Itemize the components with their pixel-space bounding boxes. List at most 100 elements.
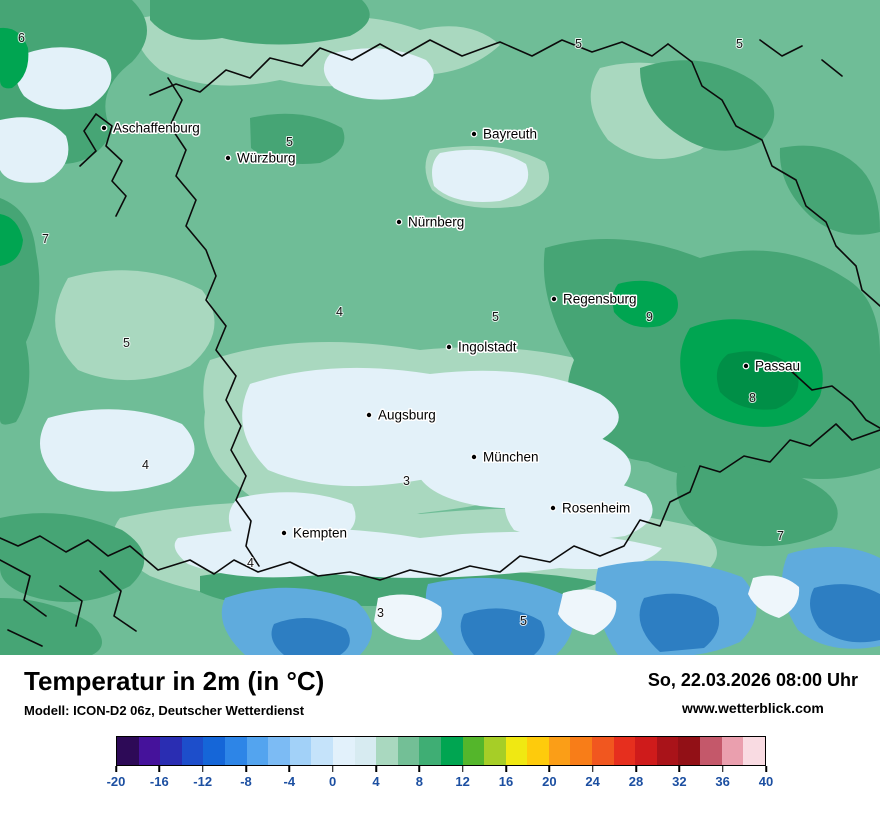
legend-segment (656, 736, 679, 765)
legend-segment (181, 736, 204, 765)
temp-value-label: 5 (123, 336, 130, 350)
city-label: Würzburg (237, 151, 296, 166)
city-dot (224, 154, 232, 162)
legend-segment (397, 736, 420, 765)
legend-tick-label: -16 (149, 773, 169, 789)
legend-tick-label: 20 (542, 773, 557, 789)
city-dot (100, 124, 108, 132)
temp-value-label: 5 (520, 614, 527, 628)
city-dot (280, 529, 288, 537)
city-marker-layer: Aschaffenburg Würzburg Bayreuth Nürnberg Reg… (100, 119, 802, 542)
legend-tick (548, 765, 551, 772)
legend-tick (418, 765, 421, 772)
legend-tick-label: 12 (455, 773, 470, 789)
legend-segment (527, 736, 549, 765)
city-marker: Bayreuth (470, 125, 539, 143)
city-dot (470, 130, 478, 138)
legend-labels: -20 -16 -12 -8 -4 0 4 8 12 16 20 24 28 32 36 40 (107, 773, 774, 790)
temp-value-label: 5 (286, 135, 293, 149)
forecast-datetime: So, 22.03.2026 08:00 Uhr (647, 670, 858, 690)
legend-segment (160, 736, 182, 765)
legend-tick (678, 765, 681, 772)
legend-segment (484, 736, 506, 765)
legend-tick-label: 16 (498, 773, 514, 789)
border-lines (0, 39, 880, 647)
legend-tick-label: -4 (283, 773, 296, 789)
legend-segment (332, 736, 355, 765)
city-dot (365, 411, 373, 419)
temp-value-label: 4 (336, 305, 343, 319)
city-marker: Aschaffenburg (100, 119, 201, 137)
legend-tick-label: -12 (193, 773, 213, 789)
legend-segment (505, 736, 528, 765)
city-label: Augsburg (378, 408, 436, 423)
legend-segment (246, 736, 269, 765)
legend-tick (375, 765, 377, 772)
temp-value-label: 7 (777, 529, 784, 543)
temp-value-label: 6 (18, 31, 25, 45)
city-marker: Passau (742, 357, 802, 375)
legend-segment (289, 736, 312, 765)
legend-tick (245, 765, 247, 772)
legend-tick-label: 0 (329, 773, 337, 789)
temp-value-label: 3 (377, 606, 384, 620)
legend-tick (505, 765, 507, 772)
city-marker: Kempten (280, 524, 349, 542)
legend-segment (613, 736, 636, 765)
city-marker: Ingolstadt (445, 338, 518, 356)
city-label: Rosenheim (562, 501, 630, 516)
city-dot (550, 295, 558, 303)
temp-value-label: 5 (492, 310, 499, 324)
legend-segment (138, 736, 161, 765)
city-marker: Regensburg (550, 290, 638, 308)
legend-segment (224, 736, 247, 765)
city-marker: Augsburg (365, 406, 437, 424)
city-dot (470, 453, 478, 461)
legend-segment (203, 736, 225, 765)
legend-tick (591, 765, 594, 772)
legend-tick-label: 28 (628, 773, 644, 789)
map-footer: Temperatur in 2m (in °C) Modell: ICON-D2… (0, 655, 880, 830)
legend-segment (354, 736, 377, 765)
temp-value-label: 5 (575, 37, 582, 51)
map-image: 6 5 5 5 7 4 5 9 5 8 4 3 7 4 3 5 Aschaffenburg Würzburg Ba… (0, 0, 880, 655)
temp-value-label: 9 (646, 310, 653, 324)
legend-tick (115, 765, 117, 772)
temp-value-label: 8 (749, 391, 756, 405)
legend-segment (117, 736, 139, 765)
legend-segment (462, 736, 485, 765)
legend-tick (331, 765, 334, 772)
legend-tick-label: 36 (715, 773, 730, 789)
temp-value-label: 5 (736, 37, 743, 51)
legend-tick (635, 765, 637, 772)
city-label: Aschaffenburg (113, 121, 200, 136)
city-label: Ingolstadt (458, 340, 517, 355)
temperature-map: 6 5 5 5 7 4 5 9 5 8 4 3 7 4 3 5 Aschaffenburg Würzburg Ba… (0, 0, 880, 655)
legend-tick (201, 765, 204, 772)
temperature-legend: -20 -16 -12 -8 -4 0 4 8 12 16 20 24 28 32 36 40 (107, 735, 774, 790)
legend-tick (461, 765, 464, 772)
legend-tick-label: 24 (585, 773, 600, 789)
legend-tick (765, 765, 767, 772)
city-marker: Rosenheim (549, 499, 632, 517)
city-marker: Würzburg (224, 149, 297, 167)
city-label: Bayreuth (483, 127, 537, 142)
legend-tick-label: -8 (240, 773, 252, 789)
city-marker: Nürnberg (395, 213, 466, 231)
legend-segment (570, 736, 593, 765)
temp-value-label: 4 (142, 458, 149, 472)
legend-tick-label: 32 (672, 773, 687, 789)
legend-segment (268, 736, 290, 765)
city-dot (395, 218, 403, 226)
legend-segment (440, 736, 463, 765)
city-dot (549, 504, 557, 512)
legend-ticks (115, 765, 767, 772)
legend-segment (678, 736, 701, 765)
city-label: Passau (755, 359, 800, 374)
website-text: www.wetterblick.com (682, 700, 824, 716)
city-label: Nürnberg (408, 215, 464, 230)
legend-tick-label: -20 (106, 773, 126, 789)
legend-segment (592, 736, 614, 765)
legend-segment (548, 736, 571, 765)
